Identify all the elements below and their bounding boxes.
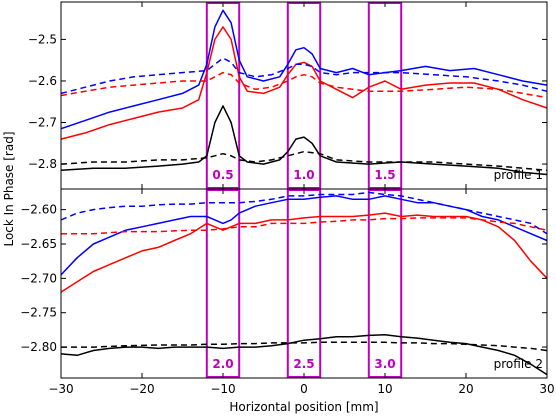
y-axis-label: Lock In Phase [rad] (2, 131, 16, 246)
y-tick-label: −2.65 (20, 237, 57, 251)
region-label: 0.5 (212, 168, 233, 182)
x-tick-label: 10 (377, 382, 392, 396)
series-line (61, 217, 548, 235)
panel-label: profile 2 (494, 357, 543, 371)
y-tick-label: −2.7 (28, 116, 57, 130)
y-tick-label: −2.5 (28, 32, 57, 46)
region-label: 1.0 (293, 168, 314, 182)
series-line (60, 105, 548, 176)
x-tick-label: 20 (458, 382, 473, 396)
y-tick-label: −2.75 (20, 306, 57, 320)
y-tick-label: −2.60 (20, 203, 57, 217)
series-line (60, 150, 548, 172)
series-line (61, 341, 548, 352)
panels: 0.5 1.0 1.5 −2.8 −2.7 −2.6 −2.5 profile 1 2.0 2.5… (20, 1, 548, 379)
region-label: 2.0 (212, 357, 233, 371)
region-label: 3.0 (374, 357, 395, 371)
series-line (60, 71, 548, 99)
panel-2: 2.0 2.5 3.0 −2.80 −2.75 −2.70 −2.65 −2.60 profil… (20, 188, 548, 379)
series-line (60, 191, 548, 235)
x-tick-label: 30 (539, 382, 554, 396)
x-tick-label: −30 (48, 382, 73, 396)
series-line (60, 9, 548, 130)
y-tick-label: −2.70 (20, 271, 57, 285)
y-tick-label: −2.8 (28, 157, 57, 171)
panel-label: profile 1 (494, 168, 543, 182)
x-tick-label: 0 (300, 382, 308, 396)
series-line (60, 26, 548, 140)
y-tick-label: −2.80 (20, 340, 57, 354)
x-axis-label: Horizontal position [mm] (229, 400, 378, 414)
region-label: 2.5 (293, 357, 314, 371)
y-tick-label: −2.6 (28, 74, 57, 88)
x-tick-label: −20 (129, 382, 154, 396)
region-label: 1.5 (374, 168, 395, 182)
x-axis: −30 −20 −10 0 10 20 30 (48, 382, 554, 396)
series-line (60, 57, 548, 95)
series-line (60, 212, 548, 293)
x-tick-label: −10 (210, 382, 235, 396)
